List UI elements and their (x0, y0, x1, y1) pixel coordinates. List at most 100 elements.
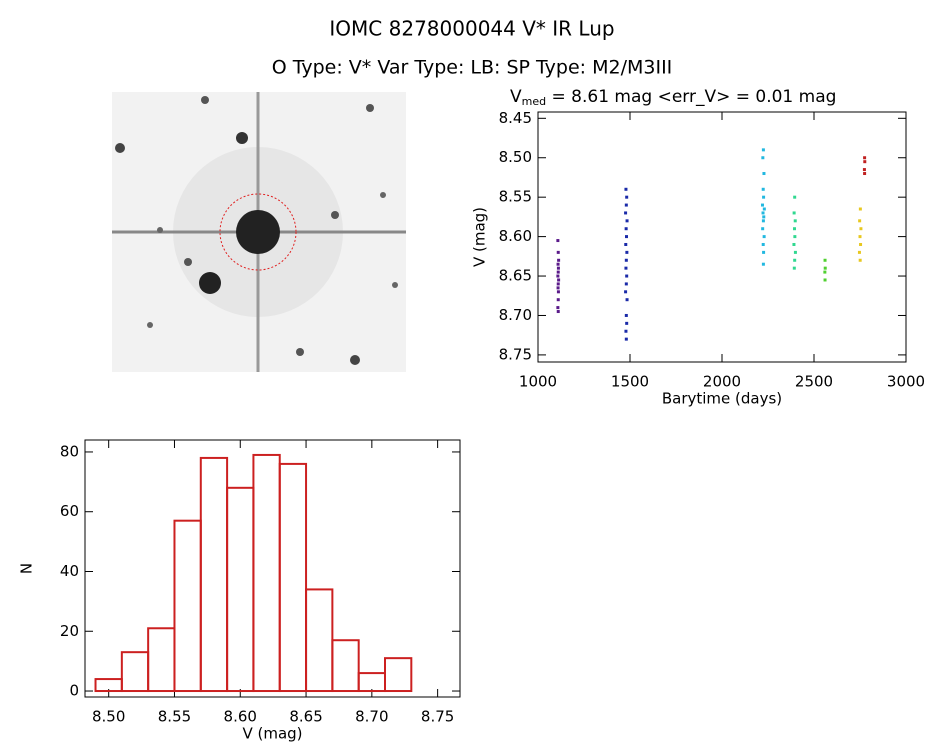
figure-subtitle: O Type: V* Var Type: LB: SP Type: M2/M3I… (272, 57, 673, 79)
data-point (557, 278, 561, 282)
x-tick-label: 2000 (703, 373, 741, 391)
data-point (556, 262, 560, 266)
data-point (761, 227, 765, 231)
data-point (625, 195, 629, 199)
data-point (858, 235, 862, 239)
data-point (556, 239, 560, 243)
figure-title: IOMC 8278000044 V* IR Lup (329, 17, 614, 41)
data-point (793, 258, 797, 262)
data-point (761, 219, 765, 223)
data-point (859, 227, 863, 231)
data-point (858, 258, 862, 262)
y-axis-label: N (18, 563, 36, 574)
data-point (863, 156, 867, 160)
x-tick-label: 8.65 (289, 708, 322, 726)
histogram-bar (278, 462, 308, 693)
data-point (556, 310, 560, 314)
plot-title-part: med (522, 95, 546, 108)
x-tick-label: 8.50 (92, 708, 125, 726)
y-tick-label: 0 (69, 682, 79, 700)
histogram-bar (147, 627, 176, 693)
histogram-bar (173, 519, 202, 693)
data-point (761, 148, 765, 152)
histogram-bar (252, 453, 281, 693)
data-point (556, 298, 560, 302)
x-tick-label: 2500 (795, 373, 833, 391)
data-point (556, 286, 560, 290)
data-point (762, 215, 766, 219)
x-tick-label: 8.55 (158, 708, 191, 726)
data-point (823, 266, 827, 270)
data-point (556, 290, 560, 294)
data-point (556, 282, 560, 286)
data-point (761, 211, 765, 215)
y-axis-label: V (mag) (471, 207, 489, 267)
data-point (823, 270, 827, 274)
histogram-bar (226, 486, 255, 693)
data-point (761, 156, 765, 160)
data-point (624, 282, 628, 286)
data-point (624, 313, 628, 317)
data-point (625, 219, 629, 223)
data-point (556, 250, 560, 254)
data-point (858, 219, 862, 223)
data-point (863, 160, 867, 164)
data-point (762, 235, 766, 239)
y-tick-label: 40 (60, 562, 79, 580)
data-point (823, 278, 827, 282)
data-point (624, 329, 628, 333)
data-point (624, 211, 628, 215)
data-point (823, 258, 827, 262)
y-tick-label: 8.50 (499, 148, 532, 166)
data-point (761, 262, 765, 266)
data-point (793, 219, 797, 223)
x-axis-label: Barytime (days) (662, 390, 782, 408)
data-point (625, 274, 629, 278)
data-point (624, 227, 628, 231)
data-point (857, 250, 861, 254)
data-point (556, 274, 560, 278)
data-point (624, 242, 628, 246)
data-point (793, 250, 797, 254)
y-tick-label: 8.45 (499, 109, 532, 127)
data-point (556, 266, 560, 270)
data-point (792, 242, 796, 246)
data-point (625, 235, 629, 239)
data-point (793, 235, 797, 239)
y-tick-label: 8.70 (499, 306, 532, 324)
histogram-bar (305, 588, 334, 693)
x-axis-label: V (mag) (242, 725, 302, 743)
data-point (761, 242, 765, 246)
data-point (792, 266, 796, 270)
x-tick-label: 8.75 (421, 708, 454, 726)
data-point (557, 258, 561, 262)
y-tick-label: 20 (60, 622, 79, 640)
data-point (624, 290, 628, 294)
histogram-bar (199, 456, 229, 693)
data-point (792, 211, 796, 215)
x-tick-label: 1000 (519, 373, 557, 391)
data-point (762, 172, 766, 176)
data-point (761, 187, 765, 191)
data-point (862, 168, 866, 172)
x-tick-label: 1500 (611, 373, 649, 391)
sky-image (112, 92, 406, 372)
x-tick-label: 3000 (887, 373, 925, 391)
data-point (863, 172, 867, 176)
y-tick-label: 8.75 (499, 345, 532, 363)
x-tick-label: 8.70 (355, 708, 388, 726)
y-tick-label: 8.60 (499, 227, 532, 245)
data-point (625, 298, 629, 302)
plot-title: Vmed = 8.61 mag <err_V> = 0.01 mag (510, 87, 836, 108)
plot-title-part: V (510, 87, 522, 107)
data-point (762, 195, 766, 199)
y-tick-label: 8.65 (499, 267, 532, 285)
histogram-bar (357, 672, 386, 693)
y-tick-label: 80 (60, 442, 79, 460)
plot-frame (537, 111, 907, 363)
data-point (556, 306, 560, 310)
data-point (793, 195, 797, 199)
histogram-bar (384, 657, 413, 693)
data-point (556, 270, 560, 274)
